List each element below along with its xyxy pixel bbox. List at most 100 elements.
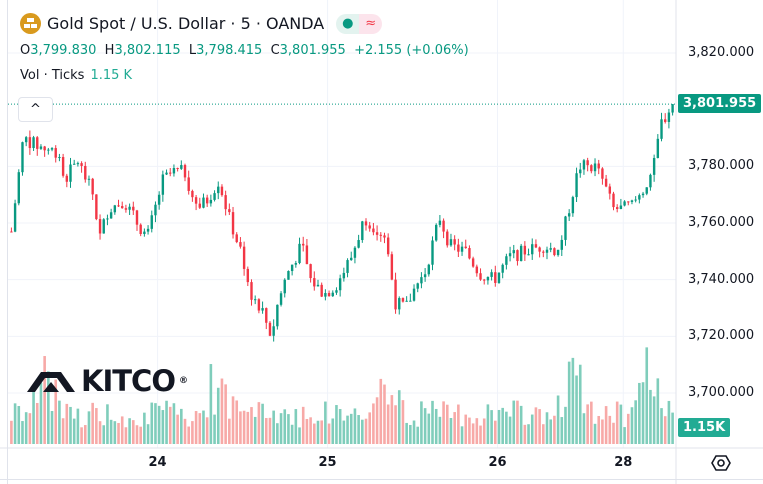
volume-bar [560, 417, 564, 444]
bottom-border [0, 479, 763, 480]
candle-body [667, 112, 671, 122]
candle-body [505, 256, 508, 265]
candle-body [194, 197, 198, 204]
candle-body [305, 245, 309, 265]
collapse-legend-button[interactable]: ^ [18, 97, 53, 122]
volume-bar [593, 423, 597, 444]
candle-body [24, 137, 28, 143]
volume-bar [124, 427, 128, 444]
candle-body [538, 247, 541, 252]
candle-body [556, 249, 560, 256]
volume-badge: 1.15K [678, 418, 731, 437]
volume-bar [534, 407, 538, 444]
candle-body [457, 244, 460, 252]
volume-bar [176, 414, 179, 444]
candle-body [634, 199, 637, 201]
volume-bar [228, 418, 231, 444]
volume-bar [630, 407, 634, 444]
candle-body [627, 201, 630, 203]
volume-bar [10, 420, 13, 444]
candle-body [257, 299, 261, 311]
volume-bar [95, 408, 98, 444]
volume-bar [224, 384, 227, 444]
volume-bar [13, 403, 17, 444]
price-tick-label: 3,700.000 [688, 385, 755, 401]
candle-body [106, 218, 109, 220]
symbol-legend[interactable]: Gold Spot / U.S. Dollar · 5 · OANDA ● ≈ [20, 13, 383, 34]
candle-body [379, 234, 382, 236]
volume-legend[interactable]: Vol · Ticks 1.15 K [20, 68, 132, 83]
volume-bar [575, 375, 578, 444]
volume-bar [401, 400, 405, 444]
candle-body [231, 212, 235, 235]
candle-body [523, 245, 527, 255]
volume-bar [667, 400, 671, 444]
volume-bar [516, 400, 519, 444]
candle-body [549, 248, 552, 250]
kitco-logo-text: KITCO [81, 364, 176, 398]
volume-bar [279, 413, 283, 444]
volume-bar [35, 402, 39, 444]
volume-bar [553, 415, 556, 444]
candle-body [124, 208, 128, 210]
candle-body [427, 264, 431, 275]
volume-bar [386, 404, 390, 444]
candle-body [361, 221, 364, 241]
volume-bar [113, 421, 117, 444]
candle-body [69, 164, 72, 182]
volume-bar [231, 396, 235, 444]
candle-body [394, 279, 397, 310]
volume-bar [24, 412, 28, 444]
volume-bar [28, 413, 32, 444]
candle-body [638, 195, 641, 200]
volume-bar [246, 411, 250, 444]
volume-bar [412, 420, 416, 444]
volume-bar [420, 401, 423, 444]
candle-body [32, 137, 35, 149]
volume-bar [538, 409, 541, 444]
volume-bar [542, 424, 545, 444]
candle-body [242, 246, 246, 269]
ohlc-values: O3,799.830 H3,802.115 L3,798.415 C3,801.… [20, 43, 469, 58]
candle-body [516, 250, 519, 262]
volume-bar [80, 427, 83, 444]
volume-bar [168, 406, 172, 444]
volume-bar [586, 404, 589, 444]
candle-body [121, 206, 124, 209]
volume-bar [213, 414, 216, 444]
price-tick-label: 3,780.000 [688, 158, 755, 174]
price-tick-label: 3,820.000 [688, 44, 755, 60]
volume-bar [146, 424, 150, 444]
candle-body [405, 300, 408, 302]
volume-bar [301, 406, 305, 444]
candle-body [272, 326, 275, 336]
volume-bar [131, 420, 135, 444]
candle-body [542, 251, 545, 253]
volume-bar [486, 404, 490, 444]
candle-body [246, 268, 250, 283]
chart-settings-icon[interactable] [711, 453, 731, 473]
volume-bar [372, 403, 375, 444]
candle-body [309, 264, 312, 279]
candle-body [316, 284, 320, 287]
time-tick-label: 26 [488, 455, 507, 470]
volume-bar [239, 411, 242, 444]
volume-bar [290, 424, 294, 444]
candle-body [553, 248, 556, 256]
volume-bar [327, 423, 331, 444]
volume-bar [409, 424, 412, 444]
volume-bar [619, 404, 623, 444]
candle-body [109, 212, 113, 219]
time-tick-label: 28 [614, 455, 633, 470]
volume-bar [194, 411, 198, 444]
volume-bar [449, 418, 453, 444]
volume-bar [493, 420, 497, 444]
candle-body [180, 165, 183, 169]
kitco-logo-icon [27, 372, 75, 392]
low-label: L [188, 43, 197, 58]
volume-bar [283, 409, 287, 444]
market-status[interactable]: ● ≈ [336, 13, 383, 34]
volume-bar [120, 416, 124, 444]
candle-body [468, 248, 471, 259]
